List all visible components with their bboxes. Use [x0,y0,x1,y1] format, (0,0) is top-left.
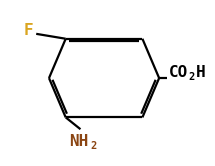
Text: F: F [23,23,33,38]
Text: CO: CO [169,65,188,80]
Text: 2: 2 [90,141,97,151]
Text: 2: 2 [189,72,195,82]
Text: NH: NH [69,134,88,150]
Text: H: H [195,65,205,80]
